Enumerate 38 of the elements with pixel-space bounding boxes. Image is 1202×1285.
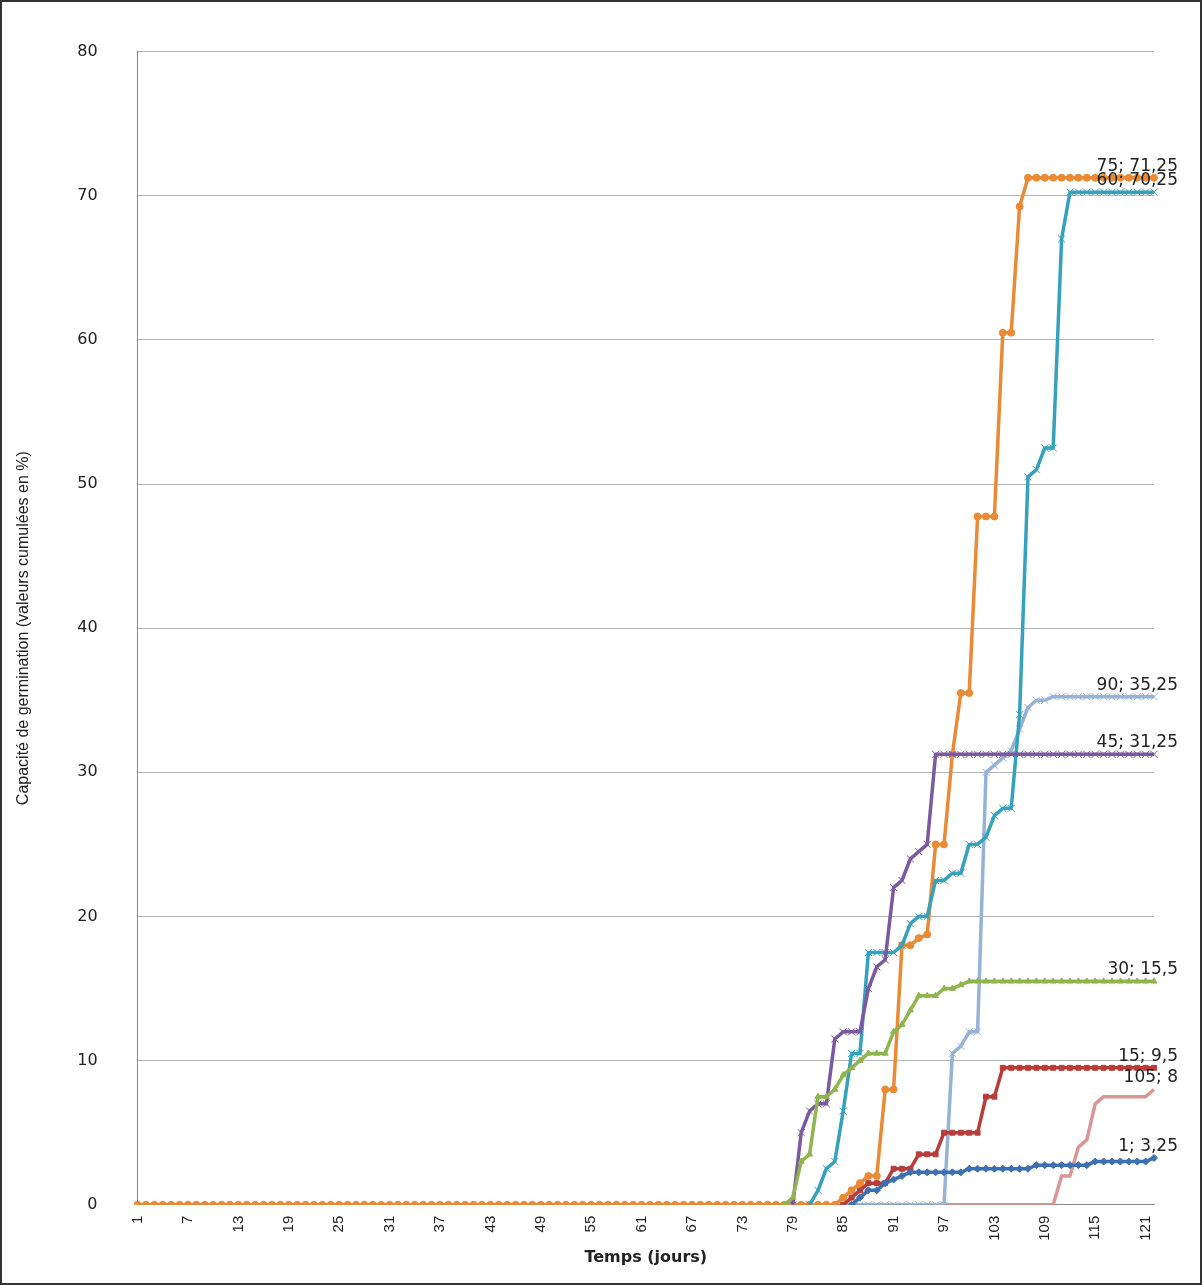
y-axis-title: Capacité de germination (valeurs cumulées en %) (14, 451, 32, 806)
y-tick-label: 80 (77, 40, 98, 60)
x-tick-label: 109 (1034, 1215, 1052, 1241)
y-tick-label: 60 (77, 329, 98, 349)
y-tick-label: 10 (77, 1049, 98, 1069)
annotation: 105; 8 (1123, 1066, 1178, 1087)
x-tick-label: 55 (581, 1215, 599, 1233)
y-tick-label: 40 (77, 617, 98, 637)
y-tick-label: 30 (77, 761, 98, 781)
x-tick-label: 85 (833, 1215, 851, 1233)
x-tick-label: 97 (934, 1215, 952, 1233)
annotation: 45; 31,25 (1096, 731, 1178, 752)
x-tick-label: 67 (682, 1215, 700, 1233)
annotation: 90; 35,25 (1096, 673, 1178, 694)
x-tick-label: 31 (379, 1215, 397, 1233)
x-tick-label: 37 (430, 1215, 448, 1233)
y-tick-label: 70 (77, 184, 98, 204)
x-tick-label: 43 (480, 1215, 498, 1233)
x-tick-label: 121 (1135, 1215, 1153, 1241)
annotation: 30; 15,5 (1107, 958, 1178, 979)
annotation: 15; 9,5 (1118, 1044, 1178, 1065)
y-tick-label: 50 (77, 473, 98, 493)
x-tick-label: 91 (883, 1215, 901, 1233)
x-tick-label: 115 (1085, 1215, 1103, 1240)
x-tick-label: 79 (782, 1215, 800, 1233)
x-tick-label: 25 (329, 1215, 347, 1233)
x-tick-label: 73 (732, 1215, 750, 1233)
y-tick-label: 20 (77, 905, 98, 925)
x-tick-label: 61 (631, 1215, 649, 1233)
y-tick-label: 0 (87, 1193, 98, 1213)
annotation: 1; 3,25 (1118, 1134, 1178, 1155)
x-tick-label: 103 (984, 1215, 1002, 1241)
x-tick-label: 7 (178, 1215, 196, 1225)
x-tick-label: 19 (278, 1215, 296, 1233)
x-tick-label: 13 (228, 1215, 246, 1233)
x-tick-label: 1 (127, 1215, 145, 1225)
x-tick-label: 49 (530, 1215, 548, 1233)
x-axis-title: Temps (jours) (584, 1246, 708, 1266)
